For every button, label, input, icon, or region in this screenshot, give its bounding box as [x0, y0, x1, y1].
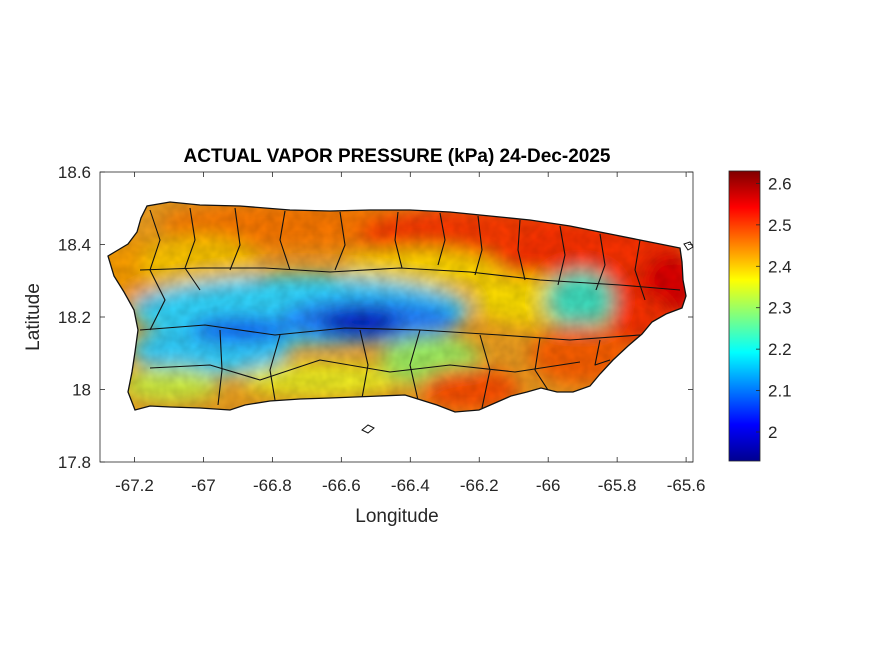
colorbar-tick-label: 2.2 [768, 340, 792, 359]
y-axis-label: Latitude [23, 283, 44, 351]
colorbar-tick-label: 2.5 [768, 216, 792, 235]
y-tick-label: 18.6 [58, 163, 91, 182]
colorbar-tick-label: 2.6 [768, 174, 792, 193]
caja-de-muertos-island [361, 424, 375, 434]
y-tick-label: 17.8 [58, 453, 91, 472]
colorbar-tick-label: 2 [768, 423, 777, 442]
y-axis-ticks: 17.8 18 18.2 18.4 18.6 [58, 163, 693, 472]
y-tick-label: 18.2 [58, 308, 91, 327]
x-tick-label: -67 [191, 476, 216, 495]
x-tick-label: -66.8 [253, 476, 292, 495]
colorbar-tick-label: 2.1 [768, 382, 792, 401]
colorbar-tick-label: 2.4 [768, 257, 792, 276]
x-tick-label: -66.2 [460, 476, 499, 495]
y-tick-label: 18 [72, 381, 91, 400]
x-axis-ticks: -67.2 -67 -66.8 -66.6 -66.4 -66.2 -66 -65.8 -65.… [115, 172, 705, 495]
x-tick-label: -66.6 [322, 476, 361, 495]
x-tick-label: -66 [536, 476, 561, 495]
y-tick-label: 18.4 [58, 236, 91, 255]
chart-title: ACTUAL VAPOR PRESSURE (kPa) 24-Dec-2025 [184, 146, 611, 167]
x-axis-label: Longitude [355, 506, 438, 527]
colorbar-ticks: 2 2.1 2.2 2.3 2.4 2.5 2.6 [756, 174, 792, 442]
x-tick-label: -65.6 [667, 476, 706, 495]
small-islet [683, 241, 694, 251]
x-tick-label: -65.8 [598, 476, 637, 495]
municipality-boundaries [139, 207, 681, 409]
colorbar-tick-label: 2.3 [768, 299, 792, 318]
colorbar [728, 170, 761, 462]
x-tick-label: -66.4 [391, 476, 430, 495]
x-tick-label: -67.2 [115, 476, 154, 495]
